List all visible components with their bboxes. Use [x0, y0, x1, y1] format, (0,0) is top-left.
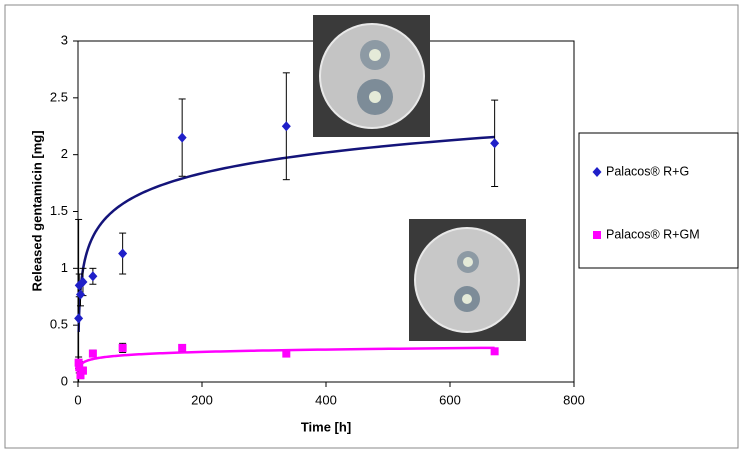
legend-label: Palacos® R+G [606, 164, 689, 178]
y-tick-label: 1 [61, 260, 68, 275]
data-point [88, 349, 97, 358]
legend-marker [592, 167, 602, 177]
x-tick-label: 0 [74, 392, 81, 407]
data-point [490, 347, 499, 356]
legend-frame [578, 132, 739, 269]
data-point [281, 121, 291, 132]
data-point [74, 313, 84, 324]
y-tick-label: 0 [61, 373, 68, 388]
x-tick-label: 200 [191, 392, 213, 407]
y-tick-label: 0.5 [50, 317, 68, 332]
trend-line [77, 135, 495, 333]
data-point [75, 289, 85, 300]
data-point [490, 138, 500, 149]
data-point [88, 271, 98, 282]
y-axis-label: Released gentamicin [mg] [29, 130, 44, 291]
photo [409, 219, 526, 341]
data-point [118, 343, 127, 352]
data-point [282, 349, 291, 358]
data-point [74, 358, 83, 367]
legend-marker [593, 231, 601, 239]
x-tick-label: 400 [315, 392, 337, 407]
y-tick-label: 1.5 [50, 203, 68, 218]
legend-label: Palacos® R+GM [606, 227, 700, 241]
data-point [78, 366, 87, 375]
photo [313, 15, 430, 137]
data-point [177, 132, 187, 143]
data-point [178, 343, 187, 352]
plot-area [74, 72, 500, 382]
data-point [76, 371, 85, 380]
data-point [78, 276, 88, 287]
y-tick-label: 2 [61, 146, 68, 161]
x-axis-label: Time [h] [301, 419, 351, 434]
x-tick-label: 600 [439, 392, 461, 407]
data-point [118, 248, 128, 259]
x-tick-label: 800 [563, 392, 585, 407]
y-tick-label: 2.5 [50, 89, 68, 104]
y-tick-label: 3 [61, 32, 68, 47]
